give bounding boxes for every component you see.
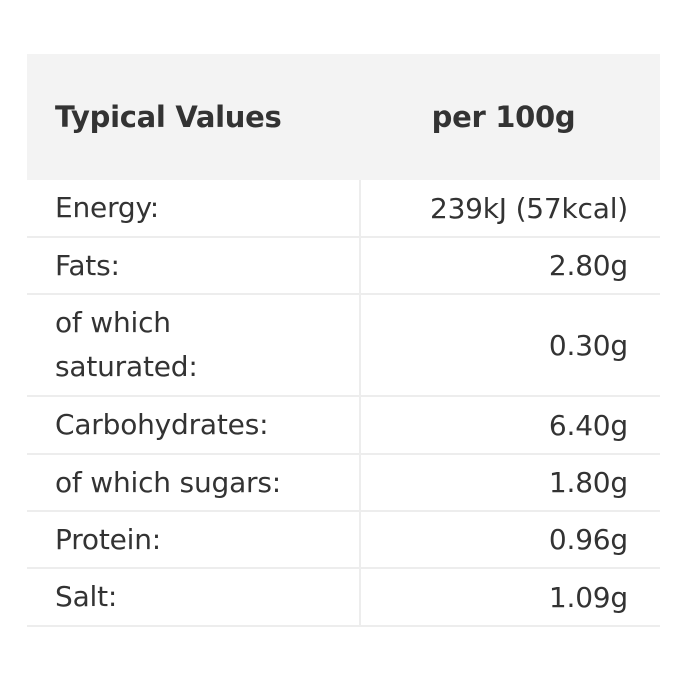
row-value-protein: 0.96g — [548, 523, 628, 556]
table-header-row: Typical Values per 100g — [27, 54, 660, 180]
row-value-salt: 1.09g — [548, 580, 628, 614]
row-value-saturated: 0.30g — [548, 328, 628, 362]
table-row-saturated: of which saturated: 0.30g — [27, 295, 660, 397]
header-per-100g: per 100g — [431, 100, 576, 134]
row-label-saturated: of which saturated: — [27, 295, 361, 395]
header-typical-values: Typical Values — [55, 100, 282, 134]
table-row-carbohydrates: Carbohydrates: 6.40g — [27, 397, 660, 455]
row-label-protein: Protein: — [27, 512, 361, 567]
row-label-sugars: of which sugars: — [27, 455, 361, 510]
row-label-fats: Fats: — [27, 238, 361, 293]
row-label-energy: Energy: — [27, 180, 361, 236]
row-label-carbohydrates: Carbohydrates: — [27, 397, 361, 453]
table-row-protein: Protein: 0.96g — [27, 512, 660, 569]
table-row-fats: Fats: 2.80g — [27, 238, 660, 295]
table-row-salt: Salt: 1.09g — [27, 569, 660, 627]
row-value-carbohydrates: 6.40g — [548, 408, 628, 442]
row-value-fats: 2.80g — [548, 249, 628, 282]
table-row-sugars: of which sugars: 1.80g — [27, 455, 660, 512]
row-label-salt: Salt: — [27, 569, 361, 625]
table-row-energy: Energy: 239kJ (57kcal) — [27, 180, 660, 238]
row-value-energy: 239kJ (57kcal) — [429, 191, 628, 225]
row-value-sugars: 1.80g — [548, 466, 628, 499]
nutrition-table: Typical Values per 100g Energy: 239kJ (5… — [27, 54, 660, 627]
